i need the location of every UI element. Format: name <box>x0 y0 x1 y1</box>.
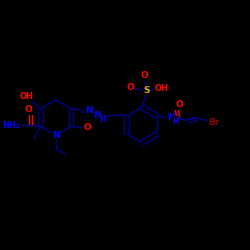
Text: OH: OH <box>154 84 168 94</box>
Text: Br: Br <box>208 118 220 127</box>
Text: N: N <box>85 106 92 115</box>
Text: N: N <box>93 110 101 120</box>
Text: O: O <box>175 100 183 109</box>
Text: O: O <box>141 71 149 80</box>
Text: H: H <box>172 116 179 126</box>
Text: O: O <box>84 123 91 132</box>
Text: S: S <box>143 86 150 95</box>
Text: O: O <box>127 83 134 92</box>
Text: NH₂: NH₂ <box>2 121 20 130</box>
Text: O: O <box>25 105 32 114</box>
Text: H: H <box>99 115 105 124</box>
Text: OH: OH <box>19 92 33 101</box>
Text: N: N <box>167 113 175 122</box>
Text: N: N <box>52 131 60 140</box>
